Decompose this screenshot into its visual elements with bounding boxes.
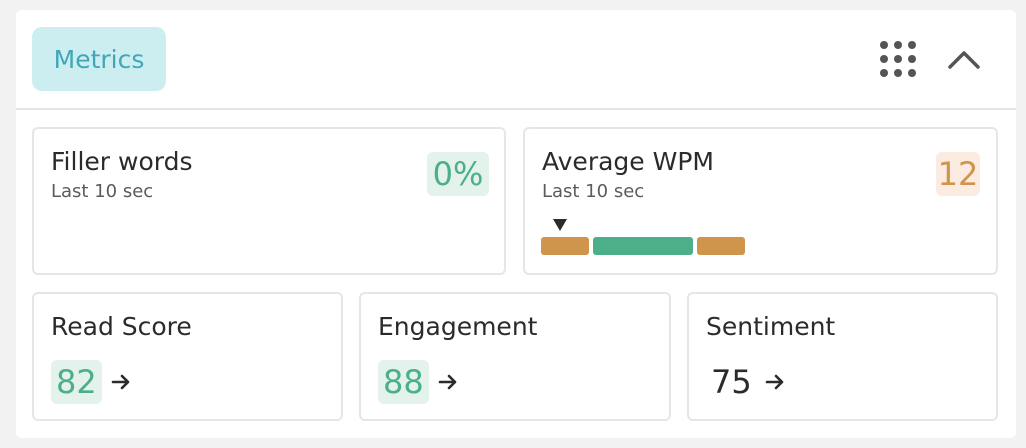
engagement-row: 88 xyxy=(378,360,459,404)
read-score-row: 82 xyxy=(51,360,132,404)
arrow-right-icon[interactable] xyxy=(437,371,459,393)
metrics-panel: Metrics Filler words Last 10 sec 0% Aver… xyxy=(16,10,1016,438)
filler-words-value: 0% xyxy=(427,152,489,196)
wpm-range-slow xyxy=(541,237,589,255)
engagement-title: Engagement xyxy=(378,312,538,341)
wpm-position-marker-icon xyxy=(553,219,567,231)
engagement-value: 88 xyxy=(378,360,429,404)
average-wpm-title: Average WPM xyxy=(542,147,714,176)
filler-words-title: Filler words xyxy=(51,147,193,176)
sentiment-row: 75 xyxy=(706,360,786,404)
arrow-right-icon[interactable] xyxy=(110,371,132,393)
engagement-card[interactable]: Engagement 88 xyxy=(359,292,671,421)
panel-header: Metrics xyxy=(16,10,1016,110)
sentiment-title: Sentiment xyxy=(706,312,836,341)
filler-words-subtitle: Last 10 sec xyxy=(51,181,154,202)
average-wpm-subtitle: Last 10 sec xyxy=(542,181,645,202)
wpm-range-fast xyxy=(697,237,745,255)
sentiment-card[interactable]: Sentiment 75 xyxy=(687,292,998,421)
metrics-tab[interactable]: Metrics xyxy=(32,27,166,91)
average-wpm-value: 12 xyxy=(936,152,980,196)
grid-dots-icon[interactable] xyxy=(876,38,920,82)
read-score-title: Read Score xyxy=(51,312,192,341)
metrics-tab-label: Metrics xyxy=(53,44,145,74)
arrow-right-icon[interactable] xyxy=(764,371,786,393)
chevron-up-icon[interactable] xyxy=(942,40,986,80)
average-wpm-card: Average WPM Last 10 sec 12 xyxy=(523,127,998,275)
filler-words-card: Filler words Last 10 sec 0% xyxy=(32,127,506,275)
read-score-value: 82 xyxy=(51,360,102,404)
wpm-range-target xyxy=(593,237,693,255)
sentiment-value: 75 xyxy=(711,363,752,401)
read-score-card[interactable]: Read Score 82 xyxy=(32,292,343,421)
